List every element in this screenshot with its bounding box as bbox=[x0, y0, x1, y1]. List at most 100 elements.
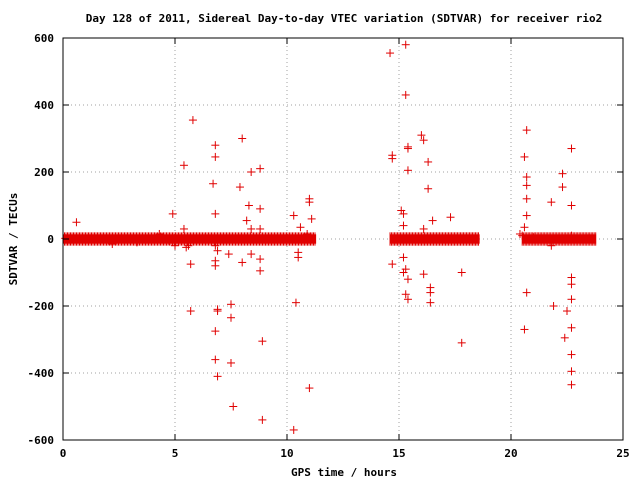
data-point bbox=[258, 337, 267, 346]
data-point bbox=[457, 338, 466, 347]
data-point bbox=[244, 201, 253, 210]
data-point bbox=[401, 265, 410, 274]
data-point bbox=[186, 307, 195, 316]
data-point bbox=[211, 152, 220, 161]
data-point bbox=[567, 350, 576, 359]
data-point bbox=[522, 181, 531, 190]
data-point bbox=[171, 241, 179, 250]
data-point bbox=[209, 179, 218, 188]
data-point bbox=[224, 250, 233, 259]
data-point bbox=[529, 233, 538, 242]
data-point bbox=[289, 211, 298, 220]
data-point bbox=[307, 214, 316, 223]
data-point bbox=[155, 229, 164, 238]
data-point bbox=[558, 169, 567, 178]
dense-band bbox=[521, 232, 597, 246]
y-tick-label: 0 bbox=[47, 233, 54, 246]
x-tick-label: 15 bbox=[392, 447, 405, 460]
data-point bbox=[238, 134, 247, 143]
data-point bbox=[520, 325, 529, 334]
data-point bbox=[247, 168, 256, 176]
y-tick-label: -200 bbox=[28, 300, 55, 313]
data-point bbox=[567, 201, 576, 210]
data-point bbox=[168, 209, 177, 218]
data-point bbox=[247, 224, 256, 233]
data-point bbox=[305, 384, 314, 393]
data-point bbox=[227, 358, 235, 367]
data-point bbox=[289, 425, 298, 434]
data-points bbox=[61, 40, 594, 434]
dense-band-fill bbox=[63, 234, 317, 244]
dense-band bbox=[62, 232, 317, 246]
data-point bbox=[419, 136, 428, 145]
data-point bbox=[388, 154, 397, 163]
data-point bbox=[227, 300, 235, 309]
data-point bbox=[399, 253, 408, 262]
data-point bbox=[567, 280, 576, 289]
data-point bbox=[522, 194, 531, 203]
x-tick-label: 0 bbox=[60, 447, 67, 460]
data-point bbox=[399, 221, 408, 230]
data-point bbox=[211, 241, 220, 250]
data-point bbox=[403, 275, 412, 284]
data-point bbox=[403, 295, 412, 304]
data-point bbox=[424, 184, 433, 193]
data-point bbox=[258, 415, 267, 424]
data-point bbox=[424, 157, 433, 166]
dense-band-fill bbox=[522, 234, 597, 244]
data-point bbox=[426, 288, 435, 297]
data-point bbox=[522, 288, 531, 297]
data-point bbox=[132, 238, 141, 247]
data-point bbox=[401, 90, 410, 99]
data-point bbox=[403, 166, 412, 175]
data-point bbox=[567, 144, 576, 153]
x-axis-label: GPS time / hours bbox=[291, 466, 397, 479]
data-point bbox=[211, 209, 220, 218]
data-point bbox=[428, 216, 437, 225]
x-tick-labels: 0 5 10 15 20 25 bbox=[60, 447, 630, 460]
data-point bbox=[567, 231, 576, 240]
data-point bbox=[401, 290, 410, 299]
data-point bbox=[108, 240, 117, 249]
data-point bbox=[256, 204, 265, 213]
data-point bbox=[186, 260, 195, 269]
data-point bbox=[291, 298, 300, 307]
chart-title: Day 128 of 2011, Sidereal Day-to-day VTE… bbox=[86, 12, 603, 25]
data-point bbox=[386, 49, 395, 58]
dense-band bbox=[389, 232, 480, 246]
data-point bbox=[518, 231, 527, 240]
data-point bbox=[520, 223, 529, 232]
data-point bbox=[567, 323, 576, 332]
data-point bbox=[401, 40, 410, 49]
data-point bbox=[585, 234, 594, 243]
data-point bbox=[211, 141, 220, 150]
data-point bbox=[256, 255, 265, 264]
data-point bbox=[238, 258, 247, 267]
data-point bbox=[211, 327, 220, 336]
data-point bbox=[303, 229, 312, 238]
data-point bbox=[229, 402, 238, 411]
data-point bbox=[419, 224, 428, 233]
data-point bbox=[522, 173, 531, 182]
data-point bbox=[179, 224, 188, 233]
x-tick-label: 5 bbox=[172, 447, 179, 460]
data-point bbox=[211, 261, 220, 270]
data-point bbox=[296, 223, 305, 232]
data-point bbox=[200, 233, 209, 242]
data-point bbox=[256, 164, 265, 173]
x-tick-label: 25 bbox=[616, 447, 629, 460]
data-point bbox=[403, 144, 412, 153]
data-point bbox=[547, 198, 556, 207]
data-point bbox=[567, 367, 576, 376]
data-point bbox=[549, 302, 558, 310]
y-tick-label: -400 bbox=[28, 367, 55, 380]
data-point bbox=[547, 241, 556, 250]
data-point bbox=[305, 198, 314, 207]
y-tick-label: 400 bbox=[34, 99, 54, 112]
data-point bbox=[399, 209, 408, 218]
data-point bbox=[164, 236, 173, 245]
data-point bbox=[256, 224, 265, 233]
data-point bbox=[426, 298, 435, 307]
data-point bbox=[235, 183, 244, 192]
data-point bbox=[294, 253, 303, 262]
